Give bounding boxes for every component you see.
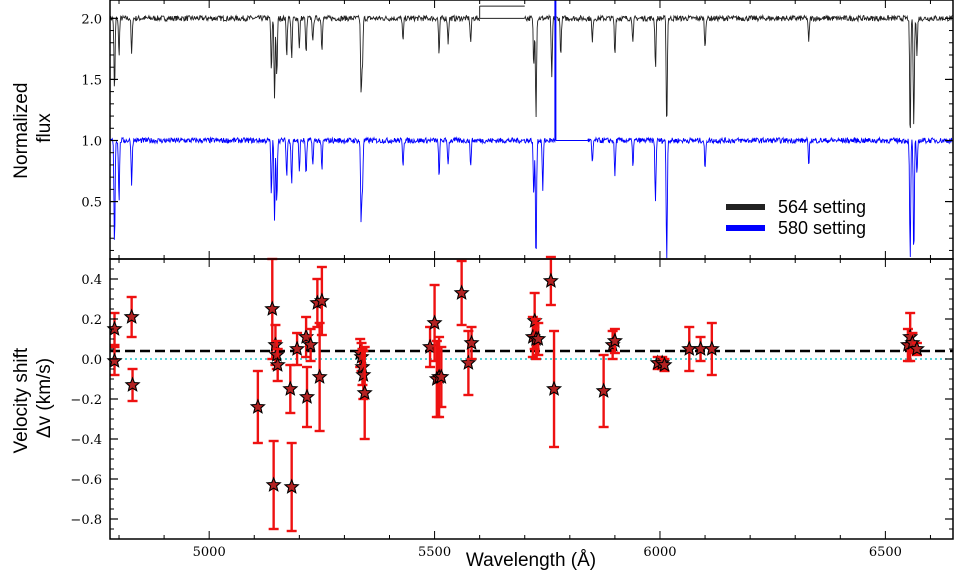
data-point	[908, 340, 925, 357]
star-marker	[123, 308, 140, 324]
top-y-axis-title: Normalized flux	[11, 77, 55, 178]
star-marker	[433, 368, 450, 384]
bottom-ytick-label: 0.2	[81, 313, 102, 328]
data-point	[433, 345, 450, 409]
bottom-ticks: −0.8 −0.6 −0.4 −0.2 0.0 0.2 0.4 5000 5500 6000 650…	[70, 259, 953, 560]
star-marker	[356, 384, 373, 400]
data-point	[606, 327, 623, 355]
data-point	[265, 439, 282, 531]
bottom-panel-frame	[109, 258, 954, 540]
data-point	[283, 441, 300, 533]
data-point	[542, 255, 559, 307]
legend: 564 setting 580 setting	[726, 197, 866, 238]
data-point	[595, 353, 612, 429]
data-point	[124, 367, 141, 403]
xtick-label: 5500	[418, 545, 451, 560]
star-marker	[302, 336, 319, 352]
bottom-ytick-label: −0.6	[70, 473, 102, 488]
data-point	[530, 321, 547, 357]
spectrum-580-segment-1	[587, 136, 954, 259]
star-marker	[542, 272, 559, 288]
spectrum-564-segment-0	[109, 14, 480, 99]
bottom-ytick-label: 0.0	[81, 353, 102, 368]
bottom-ytick-label: −0.2	[70, 393, 102, 408]
data-point	[463, 325, 480, 361]
star-marker	[595, 382, 612, 398]
star-marker	[453, 284, 470, 300]
data-point	[546, 329, 563, 449]
bottom-panel: −0.8 −0.6 −0.4 −0.2 0.0 0.2 0.4 5000 5500 6000 650…	[11, 255, 954, 571]
bottom-ytick-label: −0.4	[70, 433, 102, 448]
bottom-ytick-label: −0.8	[70, 513, 102, 528]
bottom-y-axis-title-line1: Velocity shift	[11, 347, 32, 453]
data-point	[356, 345, 373, 441]
bottom-y-axis-title-line2: Δv (km/s)	[34, 358, 55, 438]
data-point	[289, 331, 306, 367]
star-marker	[269, 356, 286, 372]
data-point	[656, 356, 673, 373]
top-ytick-label: 0.5	[81, 196, 102, 211]
bottom-ytick-label: 0.4	[81, 273, 102, 288]
star-marker	[460, 354, 477, 370]
data-point	[426, 283, 443, 363]
data-point	[453, 259, 470, 327]
data-point	[703, 321, 720, 377]
star-marker	[124, 376, 141, 392]
legend-label-564: 564 setting	[778, 197, 866, 217]
data-point	[313, 265, 330, 337]
star-marker	[463, 334, 480, 350]
top-spectra	[109, 0, 954, 259]
star-marker	[908, 340, 925, 356]
data-point	[269, 347, 286, 383]
top-ytick-label: 2.0	[81, 12, 102, 27]
data-point	[106, 345, 123, 377]
top-ticks: 0.5 1.0 1.5 2.0	[81, 0, 953, 259]
star-marker	[546, 380, 563, 396]
star-marker	[264, 300, 281, 316]
star-marker	[703, 340, 720, 356]
xtick-label: 6500	[869, 545, 902, 560]
star-marker	[355, 366, 372, 382]
star-marker	[282, 380, 299, 396]
star-marker	[265, 476, 282, 492]
top-y-axis-title-line2: flux	[34, 113, 55, 143]
star-marker	[283, 478, 300, 494]
top-ytick-label: 1.5	[81, 73, 102, 88]
data-point	[123, 295, 140, 339]
top-panel: 0.5 1.0 1.5 2.0 564 setting 580 setting Nor…	[11, 0, 954, 260]
data-point	[282, 363, 299, 415]
top-y-axis-title-line1: Normalized	[11, 83, 32, 179]
xtick-label: 6000	[643, 545, 676, 560]
star-marker	[311, 368, 328, 384]
star-marker	[289, 340, 306, 356]
star-marker	[606, 332, 623, 348]
data-point	[298, 365, 316, 429]
data-point	[302, 327, 319, 363]
star-marker	[249, 398, 266, 414]
x-axis-title: Wavelength (Å)	[466, 550, 596, 571]
data-point	[692, 335, 709, 363]
star-marker	[426, 314, 443, 330]
star-marker	[298, 388, 316, 404]
legend-label-580: 580 setting	[778, 218, 866, 238]
data-point	[249, 369, 266, 445]
spectrum-564-segment-1	[524, 13, 953, 128]
spectrum-580-segment-0	[109, 136, 556, 250]
data-points	[106, 255, 925, 533]
xtick-label: 5000	[193, 545, 226, 560]
top-ytick-label: 1.0	[81, 134, 102, 149]
star-marker	[313, 292, 330, 308]
star-marker	[656, 356, 673, 372]
bottom-y-axis-title: Velocity shift Δv (km/s)	[11, 343, 55, 454]
star-marker	[530, 330, 547, 346]
